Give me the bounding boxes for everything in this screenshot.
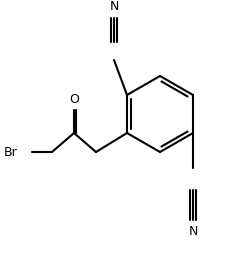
- Text: Br: Br: [4, 146, 18, 158]
- Text: O: O: [69, 93, 79, 106]
- Text: N: N: [187, 225, 197, 238]
- Text: N: N: [109, 0, 118, 13]
